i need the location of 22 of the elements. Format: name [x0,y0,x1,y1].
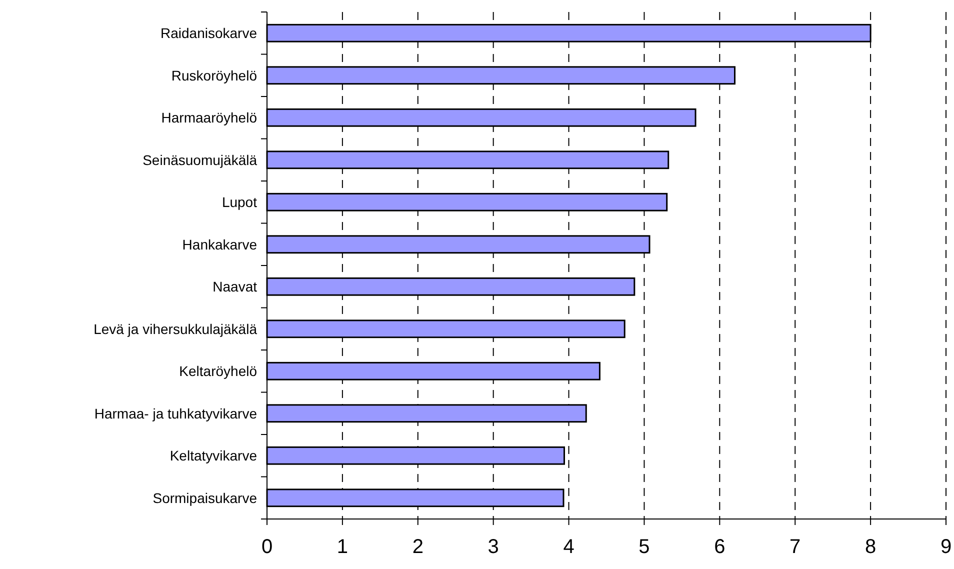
x-tick-label: 9 [940,536,952,558]
y-tick-label: Keltaröyhelö [179,363,258,380]
y-tick-label: Harmaaröyhelö [161,110,258,126]
x-tick-label: 3 [488,536,499,558]
x-tick-label: 5 [638,536,650,558]
y-tick-label: Levä ja vihersukkulajäkälä [94,320,258,337]
y-tick-label: Raidanisokarve [160,25,258,42]
y-tick-label: Hankakarve [182,236,258,252]
x-tick-label: 7 [790,536,801,558]
y-tick-label: Ruskoröyhelö [171,67,258,84]
x-tick-label: 8 [864,536,876,558]
x-tick-label: 1 [336,536,348,558]
y-tick-label: Keltatyvikarve [170,448,258,464]
x-tick-label: 0 [261,536,273,558]
y-tick-label: Sormipaisukarve [152,490,258,506]
x-tick-label: 6 [714,536,726,558]
y-tick-label: Seinäsuomujäkälä [142,152,258,168]
x-tick-label: 2 [412,536,424,558]
x-tick-label: 4 [563,536,574,558]
y-tick-label: Lupot [222,194,258,210]
y-tick-label: Harmaa- ja tuhkatyvikarve [94,405,258,422]
y-tick-label: Naavat [212,278,258,295]
